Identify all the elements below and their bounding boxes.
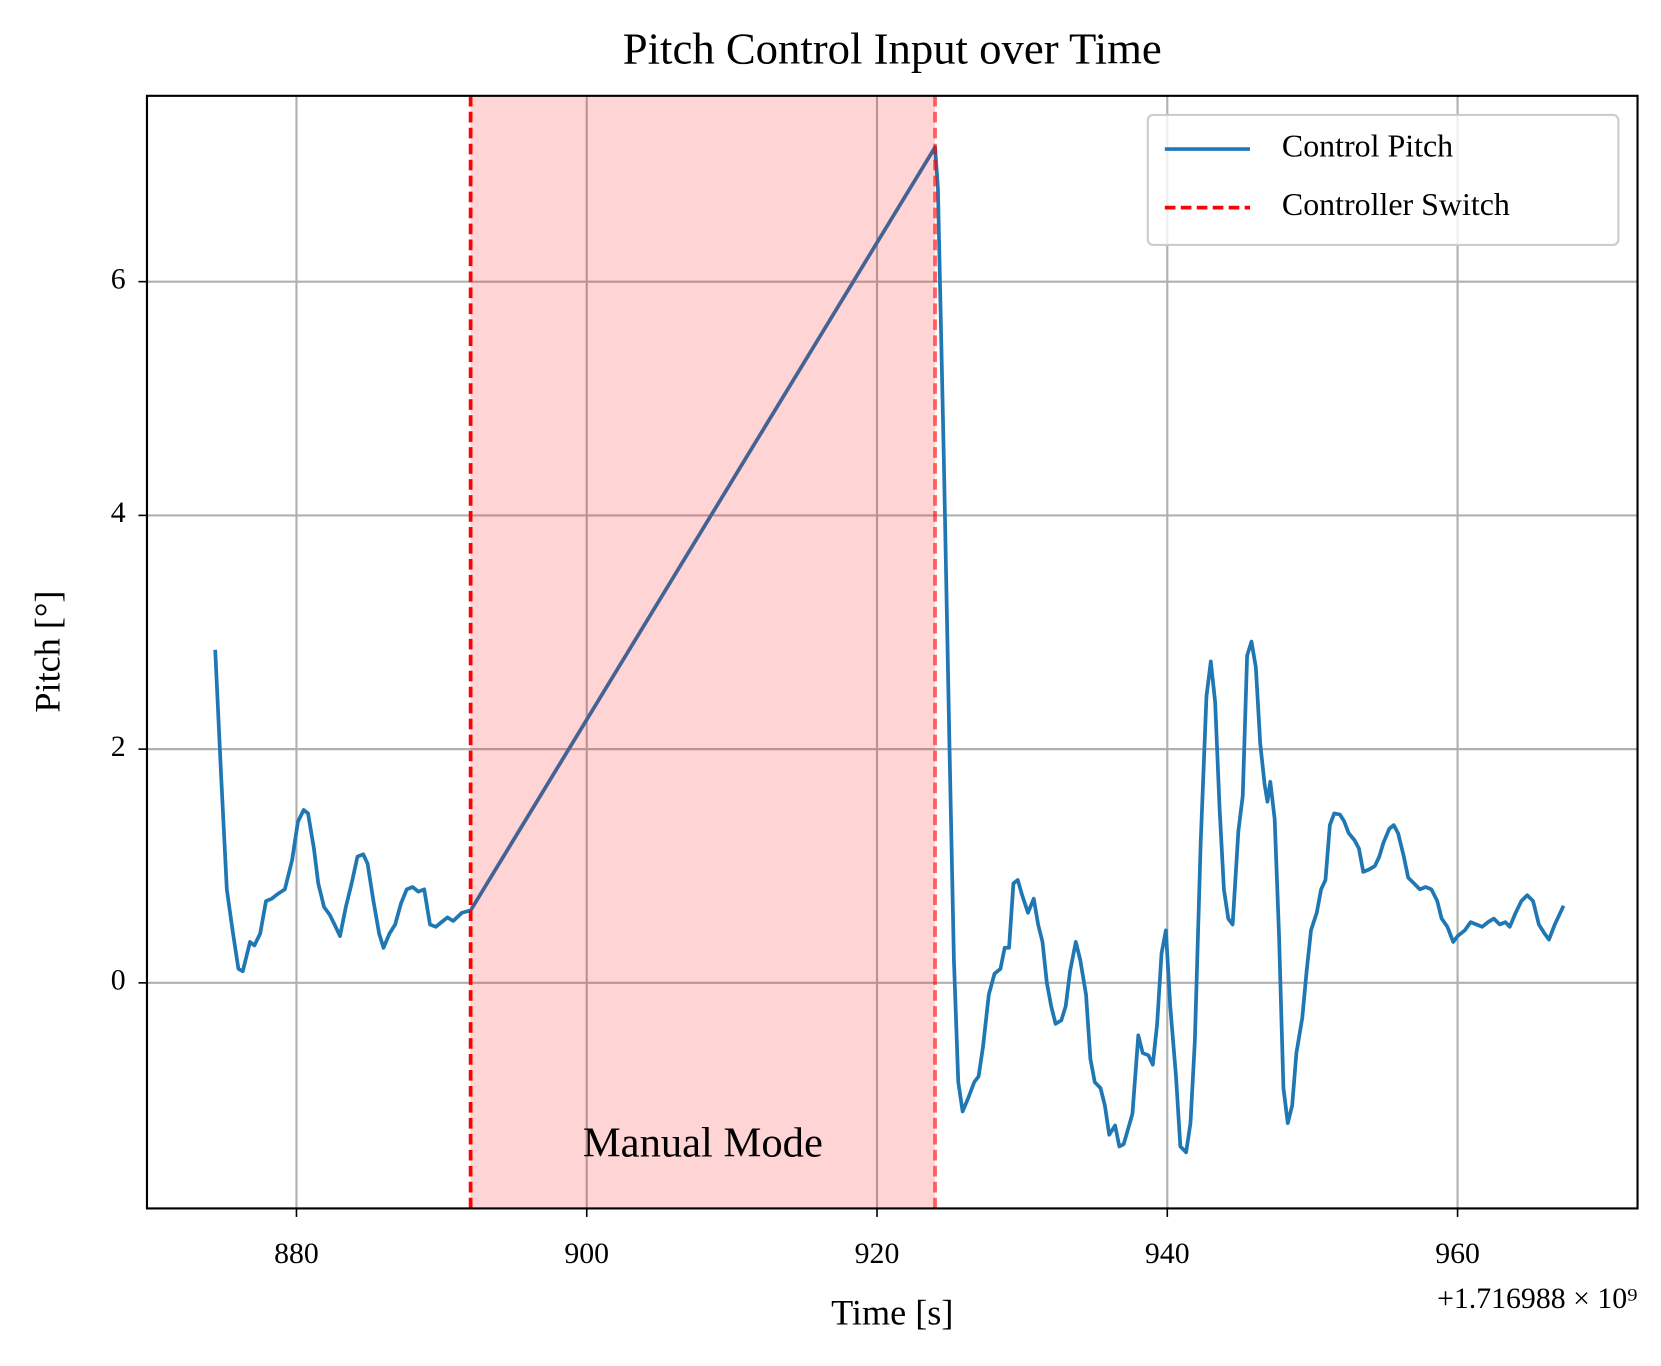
y-tick-label: 6 <box>111 262 126 295</box>
x-tick-label: 900 <box>564 1237 609 1270</box>
x-offset-label: +1.716988 × 10⁹ <box>1437 1282 1637 1315</box>
y-axis-label: Pitch [°] <box>27 591 67 713</box>
plot-frame <box>145 94 1639 1210</box>
shaded-region <box>470 95 936 1209</box>
legend-label: Controller Switch <box>1282 187 1510 222</box>
legend-label: Control Pitch <box>1282 128 1453 163</box>
x-axis-label: Time [s] <box>831 1292 953 1332</box>
line <box>213 145 1566 1155</box>
x-tick-label: 960 <box>1435 1237 1480 1270</box>
y-tick-label: 2 <box>111 730 126 763</box>
y-tick-label: 4 <box>111 496 126 529</box>
legend <box>1146 113 1620 246</box>
x-tick-label: 940 <box>1145 1237 1190 1270</box>
x-tick-label: 920 <box>855 1237 900 1270</box>
annotation: Manual Mode <box>583 1119 823 1166</box>
x-tick-label: 880 <box>274 1237 319 1270</box>
chart-title: Pitch Control Input over Time <box>623 24 1162 74</box>
y-tick-label: 0 <box>111 964 126 997</box>
